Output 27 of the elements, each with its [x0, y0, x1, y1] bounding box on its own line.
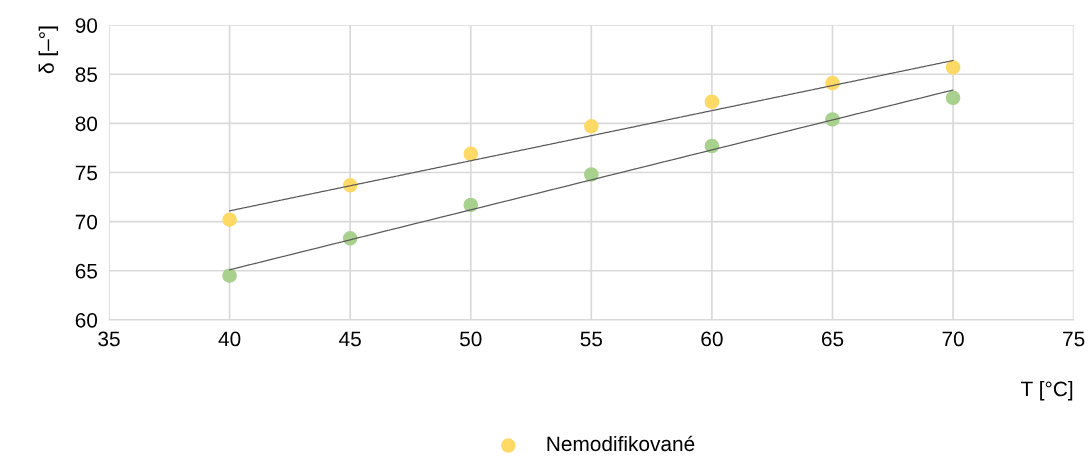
y-tick-label: 70	[75, 214, 98, 230]
point	[945, 90, 961, 106]
x-tick-label: 40	[218, 331, 241, 347]
x-tick-label: 75	[1063, 331, 1085, 347]
x-tick-label: 55	[580, 331, 603, 347]
point	[704, 94, 720, 110]
y-tick-label: 60	[75, 312, 98, 328]
point	[222, 268, 237, 283]
y-tick-label: 75	[75, 165, 98, 181]
legend-label: Nemodifikované	[547, 435, 695, 452]
y-tick-label: 90	[75, 18, 98, 33]
x-tick-label: 60	[701, 331, 723, 347]
y-tick-label: 65	[75, 263, 98, 279]
point	[584, 119, 599, 134]
point	[222, 212, 237, 227]
point	[584, 167, 599, 182]
y-tick-label: 80	[75, 116, 98, 132]
y-tick-label: 85	[75, 67, 98, 83]
x-tick-label: 70	[942, 331, 964, 347]
point	[945, 60, 961, 75]
x-tick-label: 45	[339, 331, 361, 347]
x-tick-label: 50	[459, 331, 482, 347]
point	[463, 146, 479, 162]
y-axis-title: δ [–°]	[38, 26, 59, 74]
x-tick-label: 35	[98, 331, 120, 347]
x-tick-label: 65	[821, 331, 844, 347]
x-axis-title: T [°C]	[1021, 380, 1073, 401]
